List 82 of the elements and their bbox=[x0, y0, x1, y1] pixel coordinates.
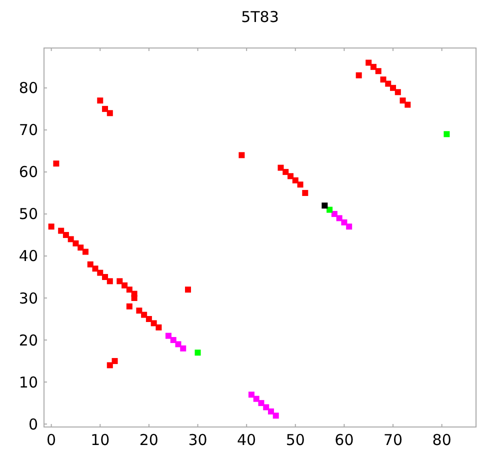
point bbox=[131, 295, 138, 302]
point bbox=[248, 392, 254, 398]
point bbox=[146, 316, 152, 322]
point bbox=[126, 286, 132, 293]
point bbox=[150, 320, 157, 326]
point bbox=[282, 168, 289, 175]
point bbox=[400, 98, 406, 104]
point bbox=[366, 60, 372, 66]
point bbox=[112, 358, 118, 364]
point bbox=[326, 206, 333, 213]
point bbox=[48, 224, 54, 230]
point bbox=[322, 202, 328, 209]
point bbox=[268, 408, 274, 414]
y-tick-label: 20 bbox=[18, 331, 38, 350]
point bbox=[68, 236, 74, 242]
point bbox=[97, 270, 104, 276]
x-tick-label: 70 bbox=[383, 431, 403, 449]
point bbox=[263, 404, 270, 410]
point bbox=[336, 215, 342, 222]
point bbox=[444, 131, 450, 138]
point bbox=[170, 337, 176, 344]
point bbox=[185, 286, 191, 293]
point bbox=[175, 341, 182, 348]
point bbox=[136, 308, 142, 314]
point bbox=[375, 68, 382, 74]
point bbox=[126, 303, 132, 310]
point bbox=[356, 72, 362, 78]
point bbox=[390, 84, 396, 91]
y-tick-label: 30 bbox=[18, 289, 38, 308]
point bbox=[292, 177, 298, 184]
point bbox=[272, 412, 279, 419]
point bbox=[72, 240, 79, 246]
point bbox=[58, 228, 64, 234]
x-tick-label: 10 bbox=[90, 431, 110, 449]
y-tick-label: 10 bbox=[18, 373, 38, 392]
point bbox=[53, 160, 60, 167]
y-tick-label: 80 bbox=[18, 79, 38, 98]
y-tick-label: 0 bbox=[28, 415, 38, 434]
x-tick-label: 40 bbox=[237, 431, 256, 449]
point bbox=[122, 282, 128, 288]
x-tick-label: 30 bbox=[188, 431, 208, 449]
point bbox=[87, 261, 94, 268]
y-tick-label: 40 bbox=[18, 247, 38, 266]
y-tick-label: 50 bbox=[18, 205, 38, 224]
point bbox=[385, 80, 392, 87]
x-tick-label: 20 bbox=[139, 431, 158, 449]
point bbox=[404, 102, 411, 108]
point bbox=[92, 266, 98, 272]
point bbox=[238, 152, 245, 158]
point bbox=[253, 396, 260, 402]
point bbox=[341, 219, 348, 226]
point bbox=[194, 350, 201, 356]
x-tick-label: 60 bbox=[334, 431, 354, 449]
x-tick-label: 80 bbox=[432, 431, 452, 449]
point bbox=[141, 312, 148, 318]
point bbox=[278, 164, 284, 171]
point bbox=[106, 110, 113, 116]
x-tick-label: 50 bbox=[286, 431, 305, 449]
point bbox=[258, 400, 264, 406]
point bbox=[106, 362, 113, 368]
point bbox=[180, 345, 186, 352]
point bbox=[156, 324, 162, 330]
point bbox=[288, 173, 294, 180]
point bbox=[82, 248, 88, 255]
y-tick-label: 60 bbox=[18, 163, 38, 182]
point bbox=[394, 89, 401, 96]
point bbox=[97, 98, 104, 104]
point bbox=[78, 244, 84, 251]
point bbox=[102, 274, 108, 280]
point bbox=[102, 106, 108, 112]
point bbox=[62, 232, 69, 238]
x-tick-label: 0 bbox=[46, 431, 56, 449]
y-tick-label: 70 bbox=[18, 121, 38, 140]
point bbox=[116, 278, 123, 284]
chart-title: 5T83 bbox=[241, 8, 279, 26]
point bbox=[380, 76, 386, 83]
point bbox=[346, 224, 352, 230]
point bbox=[297, 182, 304, 188]
point bbox=[370, 64, 376, 70]
point bbox=[302, 190, 308, 196]
point bbox=[165, 332, 172, 339]
point bbox=[106, 278, 113, 284]
